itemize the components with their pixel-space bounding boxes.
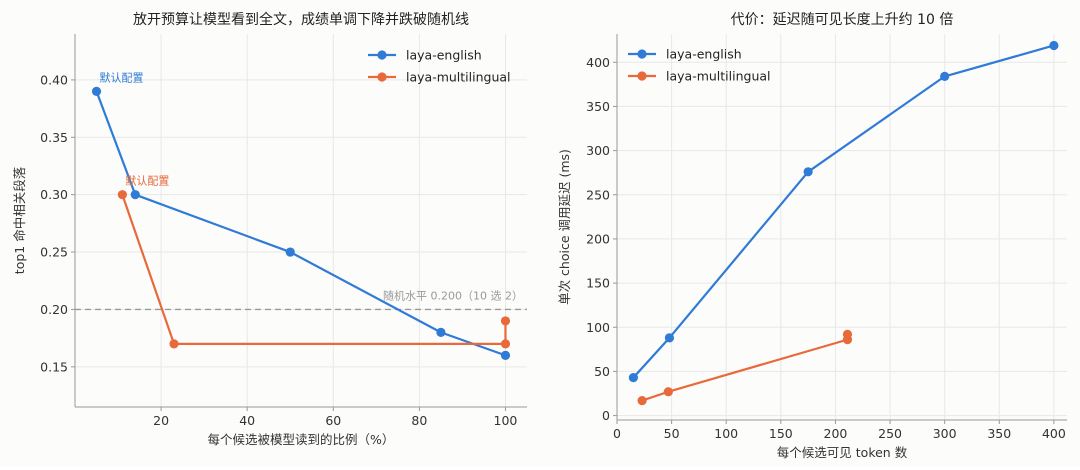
right-chart: 0 50 100 150 200 250 300 350 400 0 50 100 150 200 250 3… — [557, 12, 1067, 460]
default-config-annotation: 默认配置 — [125, 175, 169, 188]
x-axis-label: 每个候选被模型读到的比例（%） — [208, 432, 395, 447]
data-point-laya-english — [803, 167, 813, 177]
x-tick-label: 40 — [239, 413, 255, 428]
series-line-laya-multilingual — [121, 194, 507, 345]
y-tick-label: 100 — [586, 320, 610, 335]
x-tick-label: 20 — [153, 413, 169, 428]
data-point-laya-multilingual — [500, 339, 511, 349]
y-tick-label: 0.35 — [40, 130, 68, 145]
x-tick-label: 60 — [325, 413, 341, 428]
data-point-laya-multilingual — [500, 316, 511, 326]
chart-title: 放开预算让模型看到全文，成绩单调下降并跌破随机线 — [133, 11, 469, 28]
data-point-laya-english — [130, 190, 140, 200]
y-tick-label: 0.20 — [40, 302, 68, 317]
data-point-laya-english — [664, 333, 675, 343]
data-point-laya-english — [628, 373, 638, 383]
x-tick-label: 200 — [824, 426, 848, 441]
legend-label-laya-english: laya-english — [406, 48, 482, 63]
series-line-laya-english — [632, 44, 1055, 379]
x-axis-label: 每个候选可见 token 数 — [777, 445, 908, 460]
legend-marker-laya-english — [637, 49, 647, 59]
x-tick-label: 100 — [494, 413, 518, 428]
legend-label-laya-english: laya-english — [666, 47, 742, 62]
series-line-laya-multilingual — [641, 334, 849, 402]
data-point-laya-english — [500, 350, 511, 360]
y-tick-label: 300 — [586, 143, 610, 158]
x-tick-label: 400 — [1042, 426, 1066, 441]
y-tick-label: 400 — [586, 55, 610, 70]
left-chart: 20 40 60 80 100 0.15 0.20 0.25 0.30 0.35 0.40 随机水平 … — [12, 11, 527, 447]
y-tick-label: 0.30 — [40, 187, 68, 202]
data-point-laya-multilingual — [637, 395, 647, 406]
y-tick-label: 200 — [586, 231, 610, 246]
data-point-laya-english — [285, 247, 295, 257]
series-line-laya-english — [95, 90, 506, 357]
data-point-laya-multilingual — [117, 190, 127, 200]
data-point-laya-english — [1049, 40, 1059, 51]
random-baseline-label: 随机水平 0.200（10 选 2） — [383, 288, 523, 302]
data-point-laya-english — [91, 86, 102, 96]
legend: laya-english laya-multilingual — [368, 48, 511, 85]
legend-label-laya-multilingual: laya-multilingual — [666, 69, 771, 84]
x-tick-label: 350 — [987, 426, 1011, 441]
y-tick-label: 50 — [594, 364, 610, 379]
x-tick-label: 250 — [878, 426, 902, 441]
data-point-laya-multilingual — [169, 339, 179, 349]
y-tick-label: 350 — [586, 99, 610, 114]
x-tick-label: 80 — [411, 413, 427, 428]
y-tick-label: 0.15 — [40, 359, 68, 374]
x-tick-label: 0 — [613, 426, 621, 441]
data-point-laya-multilingual — [663, 387, 673, 397]
legend-marker-laya-multilingual — [377, 72, 387, 82]
legend: laya-english laya-multilingual — [628, 47, 771, 84]
legend-marker-laya-english — [377, 50, 387, 60]
x-tick-label: 100 — [714, 426, 738, 441]
y-tick-label: 0.40 — [40, 72, 68, 87]
legend-marker-laya-multilingual — [637, 71, 647, 81]
data-point-laya-english — [940, 71, 950, 81]
y-tick-label: 0.25 — [40, 245, 68, 260]
y-tick-label: 0 — [602, 408, 610, 423]
x-tick-label: 300 — [933, 426, 957, 441]
y-axis-label: top1 命中相关段落 — [12, 166, 27, 274]
chart-title: 代价：延迟随可见长度上升约 10 倍 — [731, 12, 954, 28]
x-tick-label: 50 — [664, 426, 680, 441]
y-tick-label: 150 — [586, 276, 610, 291]
y-tick-label: 250 — [586, 187, 610, 202]
y-axis-label: 单次 choice 调用延迟 (ms) — [557, 149, 572, 305]
data-point-laya-english — [436, 327, 446, 337]
data-point-laya-multilingual — [842, 329, 853, 339]
default-config-annotation: 默认配置 — [100, 71, 144, 84]
legend-label-laya-multilingual: laya-multilingual — [406, 70, 511, 85]
x-tick-label: 150 — [769, 426, 793, 441]
